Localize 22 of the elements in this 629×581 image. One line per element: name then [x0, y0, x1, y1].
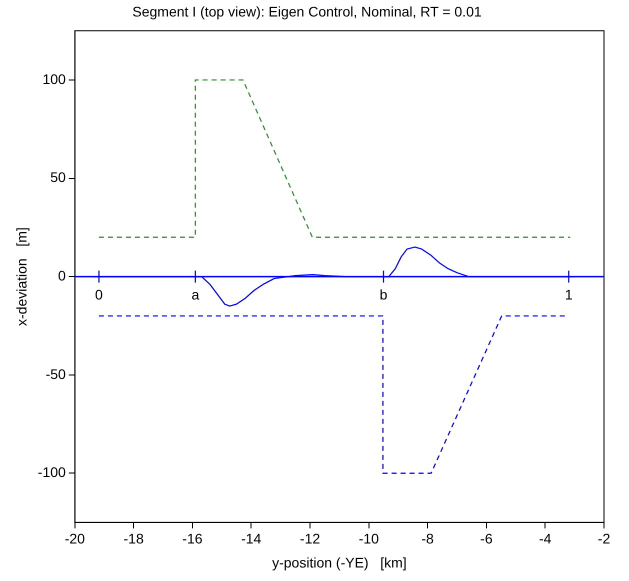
x-tick-label: -18 — [124, 530, 144, 547]
x-axis-title: y-position (-YE) [km] — [272, 554, 407, 570]
x-tick-label: -8 — [421, 530, 434, 547]
annotation: a — [191, 286, 200, 302]
x-tick-label: -14 — [241, 530, 262, 547]
x-tick-label: -12 — [300, 530, 320, 547]
chart-title: Segment I (top view): Eigen Control, Nominal, RT = 0.01 — [132, 3, 482, 20]
annotation: 1 — [564, 286, 573, 302]
y-tick-label: -50 — [46, 366, 66, 382]
annotation: 0 — [95, 286, 104, 302]
y-tick-label: 0 — [58, 267, 66, 284]
y-axis-title: x-deviation [m] — [13, 227, 30, 326]
x-tick-label: -4 — [538, 530, 552, 547]
y-tick-label: 100 — [42, 70, 66, 87]
y-tick-label: 50 — [50, 169, 66, 186]
x-tick-label: -20 — [64, 530, 86, 547]
x-tick-label: -10 — [358, 530, 380, 547]
x-tick-label: -2 — [598, 530, 610, 547]
y-tick-label: -100 — [38, 464, 66, 480]
x-tick-label: -6 — [480, 530, 493, 547]
x-tick-label: -16 — [182, 530, 203, 547]
annotation: b — [380, 286, 388, 302]
